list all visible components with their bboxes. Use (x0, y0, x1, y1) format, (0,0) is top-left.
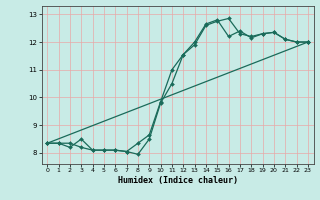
X-axis label: Humidex (Indice chaleur): Humidex (Indice chaleur) (118, 176, 237, 185)
